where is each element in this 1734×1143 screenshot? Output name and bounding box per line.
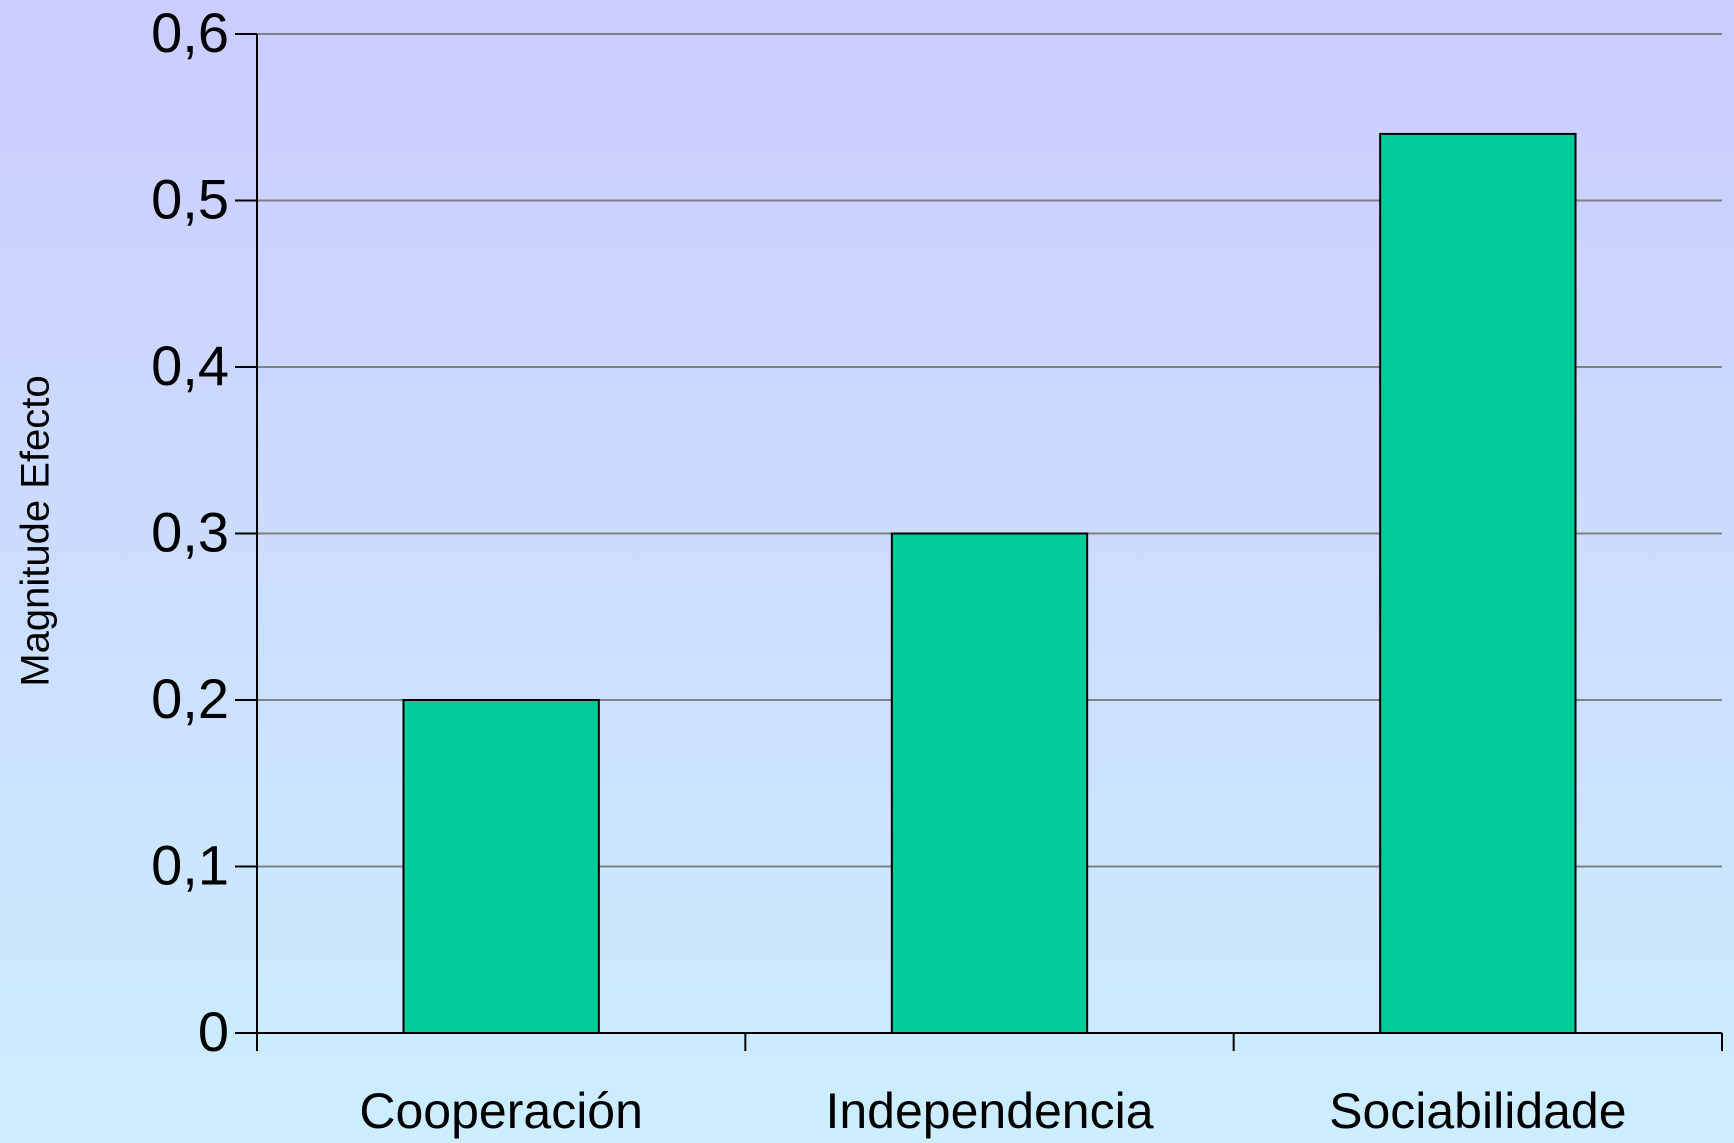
y-axis-label: Magnitude Efecto	[14, 375, 58, 686]
y-tick-label: 0,1	[151, 833, 229, 896]
bar	[402, 699, 600, 1034]
x-tick-label: Cooperación	[359, 1083, 643, 1139]
x-tick-label: Independencia	[825, 1083, 1153, 1139]
bar	[1379, 132, 1577, 1034]
y-tick-label: 0	[198, 1000, 229, 1063]
bar	[890, 532, 1089, 1034]
y-tick-label: 0,3	[151, 500, 229, 563]
x-tick-label: Sociabilidade	[1329, 1083, 1626, 1139]
y-tick-label: 0,4	[151, 334, 229, 397]
y-tick-label: 0,2	[151, 667, 229, 730]
y-tick-label: 0,5	[151, 167, 229, 230]
y-tick-label: 0,6	[151, 1, 229, 64]
